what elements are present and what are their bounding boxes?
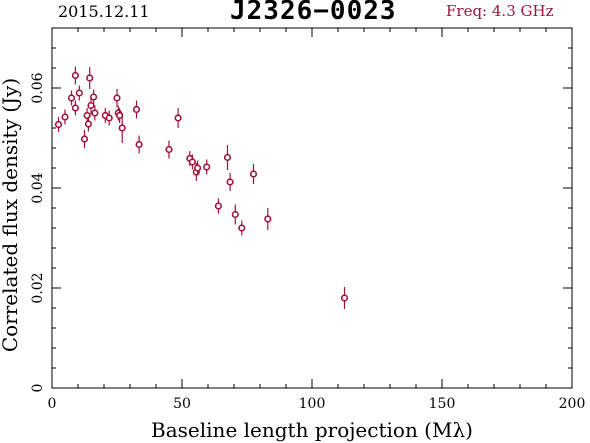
point-marker xyxy=(203,163,211,171)
data-point xyxy=(87,96,95,115)
data-point xyxy=(75,85,83,101)
point-marker xyxy=(113,94,121,102)
point-marker xyxy=(231,210,239,219)
data-point xyxy=(238,220,246,236)
x-tick-label: 200 xyxy=(559,396,586,412)
data-point xyxy=(71,66,79,85)
data-point xyxy=(67,90,76,106)
point-marker xyxy=(67,94,76,102)
data-point xyxy=(203,159,211,175)
data-point xyxy=(135,135,143,154)
y-tick-labels: 0 0.02 0.04 0.06 xyxy=(30,72,46,392)
data-point xyxy=(118,113,126,143)
y-tick-label: 0.06 xyxy=(30,72,46,103)
point-marker xyxy=(86,74,94,82)
data-point xyxy=(231,204,239,225)
data-point xyxy=(113,89,121,107)
data-point xyxy=(101,108,109,123)
data-point xyxy=(71,100,79,116)
point-marker xyxy=(84,120,92,128)
data-point xyxy=(89,89,98,105)
source-name: J2326−0023 xyxy=(230,0,397,26)
x-axis-label: Baseline length projection (Mλ) xyxy=(151,418,473,442)
point-marker xyxy=(105,114,113,122)
data-point xyxy=(264,208,272,230)
data-point xyxy=(174,108,182,128)
point-marker xyxy=(80,135,89,143)
data-points xyxy=(54,66,349,309)
point-marker xyxy=(61,113,69,121)
point-marker xyxy=(71,71,79,80)
data-point xyxy=(132,100,141,119)
x-tick-labels: 0 50 100 150 200 xyxy=(48,396,586,412)
y-tick-label: 0 xyxy=(30,384,46,393)
data-point xyxy=(226,173,234,191)
observation-date: 2015.12.11 xyxy=(58,2,150,21)
point-marker xyxy=(174,114,182,122)
point-marker xyxy=(214,202,222,210)
x-tick-label: 50 xyxy=(173,396,191,412)
point-marker xyxy=(165,145,173,154)
data-point xyxy=(223,145,232,170)
point-marker xyxy=(83,111,91,120)
x-tick-label: 100 xyxy=(299,396,326,412)
x-tick-label: 150 xyxy=(429,396,456,412)
point-marker xyxy=(91,109,99,117)
y-tick-label: 0.02 xyxy=(30,272,46,303)
data-point xyxy=(249,164,258,184)
data-point xyxy=(86,67,94,89)
data-point xyxy=(80,130,89,148)
point-marker xyxy=(115,111,124,120)
major-ticks xyxy=(51,28,573,389)
point-marker xyxy=(118,124,126,132)
point-marker xyxy=(54,120,63,129)
data-point xyxy=(188,154,196,170)
point-marker xyxy=(223,153,232,162)
point-marker xyxy=(226,178,234,186)
point-marker xyxy=(340,294,349,302)
frequency-label: Freq: 4.3 GHz xyxy=(446,2,554,20)
point-marker xyxy=(188,158,196,166)
plot-frame xyxy=(51,27,573,389)
data-point xyxy=(54,117,63,132)
data-point xyxy=(83,108,91,123)
data-point xyxy=(165,140,173,159)
data-point xyxy=(105,110,113,126)
data-point xyxy=(214,198,222,214)
point-marker xyxy=(132,105,141,114)
data-point xyxy=(194,160,202,176)
point-marker xyxy=(75,89,83,97)
point-marker xyxy=(135,140,143,149)
point-marker xyxy=(238,224,246,232)
data-point xyxy=(61,109,69,125)
data-point xyxy=(91,105,99,121)
data-point xyxy=(340,287,349,309)
point-marker xyxy=(264,215,272,223)
minor-ticks xyxy=(52,28,572,388)
point-marker xyxy=(89,93,98,101)
data-point xyxy=(84,116,92,132)
y-axis-label: Correlated flux density (Jy) xyxy=(0,78,22,352)
point-marker xyxy=(71,104,79,112)
y-tick-label: 0.04 xyxy=(30,172,46,203)
point-marker xyxy=(249,170,258,178)
point-marker xyxy=(87,101,95,110)
point-marker xyxy=(194,164,202,172)
x-tick-label: 0 xyxy=(48,396,57,412)
